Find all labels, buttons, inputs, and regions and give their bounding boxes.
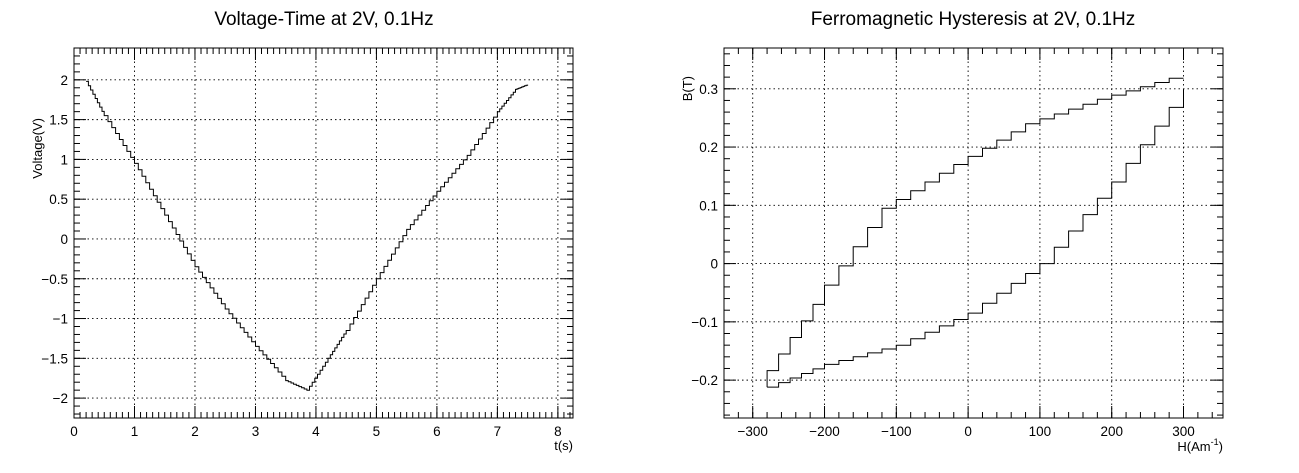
chart-title: Voltage-Time at 2V, 0.1Hz bbox=[214, 9, 433, 30]
x-tick-label: 0 bbox=[964, 424, 972, 439]
axis-ticks bbox=[723, 48, 1223, 418]
y-tick-label: −0.1 bbox=[691, 315, 718, 330]
y-tick-label: −1.5 bbox=[41, 351, 68, 366]
y-tick-label: 0.1 bbox=[699, 198, 718, 213]
y-tick-label: 0.2 bbox=[699, 140, 718, 155]
y-tick-label: 2 bbox=[60, 73, 68, 88]
plot-frame bbox=[723, 47, 1224, 419]
x-axis-label-tail: ) bbox=[1219, 439, 1223, 454]
y-tick-label: 1.5 bbox=[49, 113, 68, 128]
x-tick-label: 0 bbox=[70, 424, 78, 439]
x-tick-label: −300 bbox=[738, 424, 768, 439]
plot-frame bbox=[73, 47, 574, 419]
y-tick-label: 0 bbox=[60, 232, 68, 247]
tick-labels: −300 −200 −100 0 100 200 300 −0.2 −0.1 0 0.1 0.2 0.3 bbox=[691, 82, 1194, 439]
hysteresis-chart: Ferromagnetic Hysteresis at 2V, 0.1Hz −3… bbox=[680, 9, 1224, 454]
y-tick-label: 1 bbox=[60, 152, 68, 167]
tick-labels: 0 1 2 3 4 5 6 7 8 −2 −1.5 −1 −0.5 0 0.5 1 1.5 2 bbox=[41, 73, 561, 439]
y-tick-label: 0.5 bbox=[49, 192, 68, 207]
x-tick-label: 3 bbox=[252, 424, 260, 439]
x-tick-label: 7 bbox=[494, 424, 502, 439]
chart-title: Ferromagnetic Hysteresis at 2V, 0.1Hz bbox=[811, 9, 1136, 30]
y-axis-label: Voltage(V) bbox=[30, 118, 45, 179]
y-tick-label: −1 bbox=[53, 312, 68, 327]
y-tick-label: 0 bbox=[710, 257, 718, 272]
axis-ticks bbox=[73, 48, 573, 418]
x-axis-label-main: H(Am bbox=[1177, 439, 1210, 454]
grid bbox=[73, 48, 573, 418]
x-tick-label: 1 bbox=[131, 424, 139, 439]
x-tick-label: 5 bbox=[373, 424, 381, 439]
y-tick-label: −0.5 bbox=[41, 272, 68, 287]
x-axis-label-sup: -1 bbox=[1211, 437, 1219, 447]
x-tick-label: 300 bbox=[1172, 424, 1195, 439]
x-axis-label: t(s) bbox=[554, 438, 573, 453]
y-axis-label: B(T) bbox=[680, 76, 695, 101]
x-axis-label: H(Am-1) bbox=[1177, 437, 1223, 454]
x-tick-label: −100 bbox=[881, 424, 911, 439]
hysteresis-upper-branch bbox=[766, 77, 1184, 388]
x-tick-label: −200 bbox=[809, 424, 839, 439]
x-tick-label: 6 bbox=[433, 424, 441, 439]
hysteresis-lower-branch bbox=[767, 88, 1184, 388]
x-tick-label: 100 bbox=[1029, 424, 1052, 439]
x-tick-label: 8 bbox=[554, 424, 562, 439]
voltage-time-chart: Voltage-Time at 2V, 0.1Hz 0 1 2 3 4 5 6 7 8 −2 −1.… bbox=[30, 9, 574, 453]
x-tick-label: 4 bbox=[312, 424, 320, 439]
y-tick-label: −2 bbox=[53, 391, 68, 406]
y-tick-label: −0.2 bbox=[691, 373, 718, 388]
voltage-series-line bbox=[86, 80, 529, 391]
y-tick-label: 0.3 bbox=[699, 82, 718, 97]
grid bbox=[724, 48, 1223, 418]
x-tick-label: 200 bbox=[1100, 424, 1123, 439]
x-tick-label: 2 bbox=[191, 424, 199, 439]
